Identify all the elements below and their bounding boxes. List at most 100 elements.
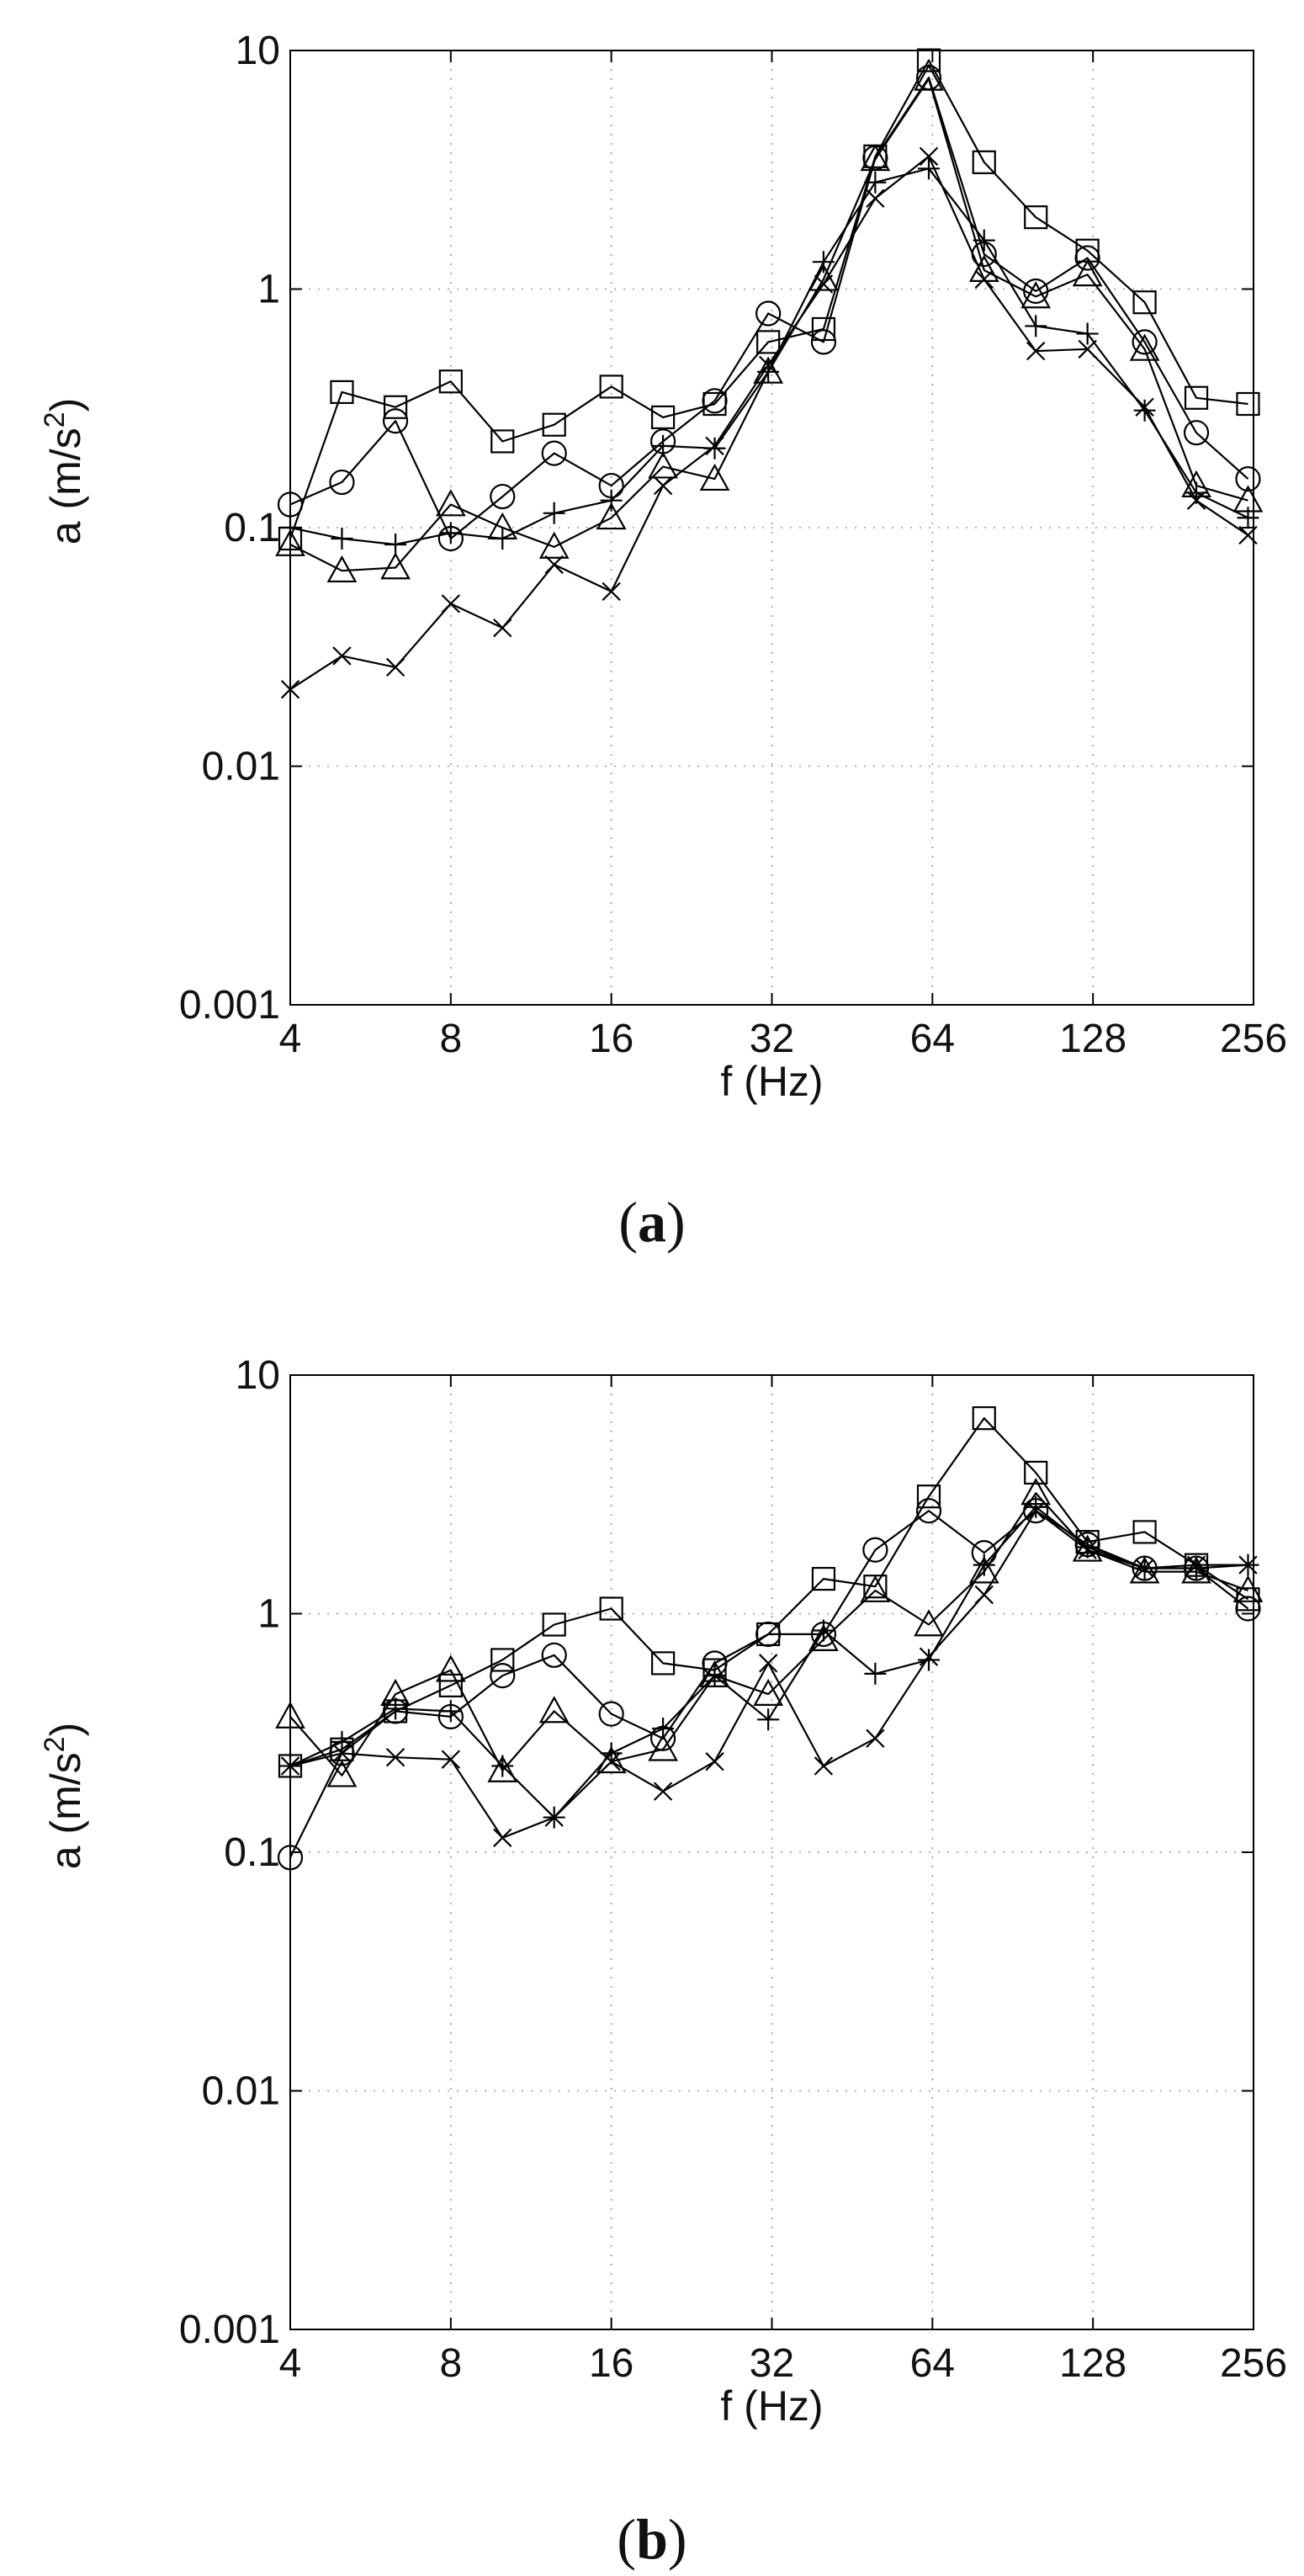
- data-point-cross: [758, 355, 778, 375]
- data-point-plus: [757, 1708, 780, 1731]
- y-axis-label-main: a (m/s: [42, 1752, 89, 1869]
- data-point-plus: [600, 489, 623, 512]
- data-point-plus: [1076, 1536, 1099, 1559]
- data-point-plus: [703, 437, 726, 459]
- data-point-square: [651, 405, 676, 430]
- data-point-circle: [1074, 245, 1100, 271]
- data-point-cross: [705, 436, 724, 456]
- y-tick-label: 0.001: [179, 983, 280, 1028]
- data-point-cross: [1186, 1555, 1206, 1575]
- data-point-circle: [755, 300, 782, 327]
- data-point-triangle: [326, 555, 358, 583]
- caption-open-paren: (: [618, 1190, 638, 1254]
- y-tick-label: 0.001: [179, 2308, 280, 2352]
- data-point-square: [651, 1651, 676, 1676]
- data-point-cross: [544, 555, 564, 575]
- data-point-circle: [541, 1642, 567, 1668]
- data-point-cross: [705, 1752, 724, 1771]
- data-point-cross: [544, 1808, 564, 1827]
- axis-ticks: [289, 1374, 1254, 2330]
- data-point-square: [542, 1612, 566, 1637]
- data-point-square: [330, 380, 354, 405]
- data-point-plus: [703, 1665, 726, 1687]
- data-point-cross: [493, 1828, 512, 1847]
- data-point-cross: [385, 1748, 406, 1767]
- data-point-square: [1132, 1520, 1157, 1544]
- series-square: [278, 48, 1260, 551]
- data-point-triangle: [648, 451, 678, 479]
- data-point-square: [542, 412, 566, 437]
- panel-caption-a: (a): [618, 1190, 685, 1254]
- x-tick-label: 64: [910, 1017, 955, 1061]
- data-point-square: [1132, 290, 1157, 315]
- data-point-cross: [441, 1750, 461, 1769]
- data-point-circle: [490, 483, 516, 510]
- x-tick-label: 16: [589, 2341, 633, 2386]
- data-point-square: [811, 1566, 836, 1591]
- data-point-square: [599, 374, 623, 399]
- caption-close-paren: ): [668, 2507, 687, 2571]
- data-point-triangle: [1129, 1556, 1160, 1584]
- y-axis-label-superscript: 2: [39, 1736, 71, 1752]
- data-point-triangle: [380, 552, 411, 580]
- x-tick-label: 16: [589, 1017, 633, 1061]
- caption-close-paren: ): [666, 1190, 686, 1254]
- data-point-cross: [866, 1729, 885, 1748]
- data-point-cross: [332, 646, 352, 666]
- data-point-plus: [1025, 1495, 1047, 1518]
- data-point-cross: [974, 269, 994, 289]
- data-point-cross: [919, 146, 939, 166]
- x-tick-label: 32: [750, 2341, 794, 2386]
- data-point-triangle: [753, 1678, 784, 1707]
- data-point-circle: [915, 1498, 942, 1524]
- data-point-cross: [653, 475, 673, 496]
- data-point-cross: [385, 657, 406, 677]
- x-tick-label: 32: [750, 1017, 794, 1061]
- data-point-circle: [490, 1663, 516, 1689]
- data-point-triangle: [487, 1755, 518, 1782]
- axis-ticks: [289, 50, 1254, 1006]
- data-point-plus: [973, 1554, 995, 1576]
- y-tick-label: 1: [257, 268, 280, 312]
- data-point-cross: [653, 1782, 673, 1801]
- data-point-cross: [602, 582, 621, 602]
- data-point-plus: [652, 1718, 675, 1739]
- data-point-square: [972, 1406, 996, 1431]
- series-plus: [279, 157, 1259, 556]
- data-point-plus: [1133, 399, 1156, 422]
- data-point-cross: [1078, 1540, 1097, 1559]
- x-tick-label: 4: [279, 2341, 302, 2386]
- y-tick-label: 10: [236, 1353, 280, 1398]
- data-point-plus: [384, 1697, 407, 1720]
- y-tick-labels: 0.001 0.01 0.1 1 10: [179, 29, 280, 1028]
- data-point-cross: [974, 1585, 994, 1605]
- y-axis-label-main: a (m/s: [42, 428, 89, 544]
- series-cross: [280, 146, 1258, 699]
- data-point-triangle: [860, 1575, 891, 1602]
- data-point-square: [490, 1648, 515, 1672]
- series-layer: [275, 1406, 1264, 1871]
- y-tick-label: 1: [257, 1592, 280, 1637]
- chart-panel-b: 4 8 16 32 64 128 256 0.001 0.01 0.1 1 10 f (Hz) a …: [39, 1353, 1287, 2571]
- data-point-square: [1024, 205, 1048, 230]
- data-point-circle: [755, 1621, 782, 1648]
- data-point-square: [1236, 391, 1260, 417]
- data-point-plus: [864, 1662, 887, 1685]
- data-point-plus: [652, 434, 675, 457]
- data-point-plus: [543, 502, 565, 524]
- x-tick-label: 8: [439, 2341, 462, 2386]
- data-point-triangle: [1181, 1556, 1211, 1584]
- data-point-cross: [814, 1756, 834, 1776]
- data-point-cross: [1135, 1559, 1154, 1578]
- data-point-plus: [439, 522, 462, 544]
- data-point-triangle: [1129, 333, 1160, 361]
- panel-caption-b: (b): [617, 2507, 686, 2571]
- data-point-triangle: [435, 489, 466, 517]
- data-point-cross: [1026, 1501, 1046, 1521]
- data-point-circle: [541, 440, 567, 466]
- data-point-plus: [491, 527, 514, 550]
- data-point-plus: [812, 251, 835, 274]
- data-point-circle: [862, 1537, 888, 1563]
- data-point-circle: [702, 388, 728, 414]
